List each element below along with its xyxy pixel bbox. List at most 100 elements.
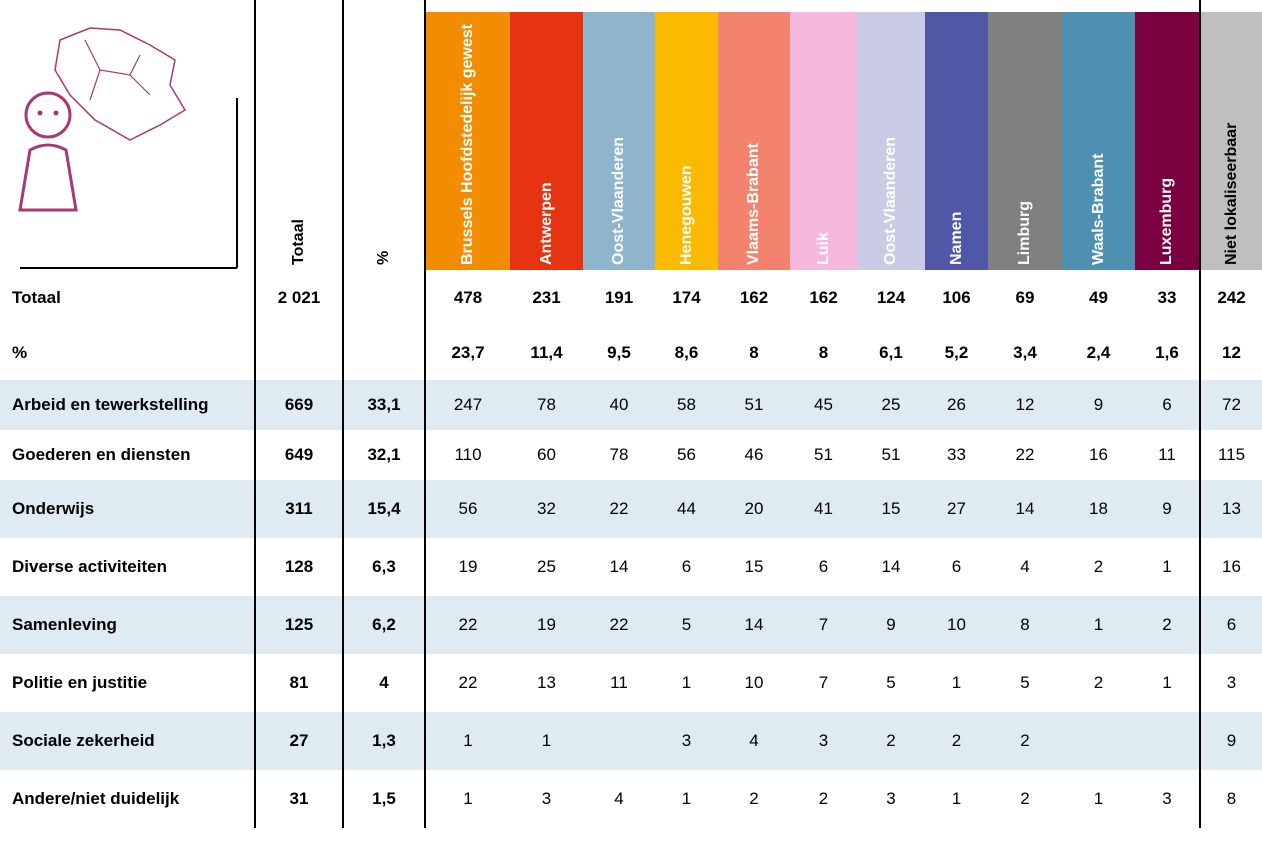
table-cell: 10 — [925, 596, 988, 655]
table-cell: 69 — [1015, 287, 1035, 307]
table-cell: 16 — [1089, 445, 1108, 465]
header-cell: Luxemburg — [1135, 0, 1201, 270]
table-cell: 1 — [463, 789, 473, 809]
table-cell: 22 — [1015, 445, 1035, 465]
table-cell: 9 — [1200, 712, 1262, 771]
header-label: Luik — [814, 232, 832, 265]
table-cell: 49 — [1089, 287, 1108, 307]
header-cell: Antwerpen — [510, 0, 583, 270]
table-cell: 31 — [255, 770, 344, 828]
table-cell: 15,4 — [343, 480, 426, 539]
table-cell: 15 — [857, 480, 925, 539]
table-row: Andere/niet duidelijk 31 1,5 1 3 4 1 2 2 3 1 2 1 3 8 — [0, 770, 1262, 828]
table-row: Sociale zekerheid 27 1,3 1 1 3 4 3 2 2 2 9 — [0, 712, 1262, 771]
header-label: Totaal — [290, 219, 307, 265]
table-cell: 1 — [510, 712, 583, 771]
table-cell: Sociale zekerheid — [0, 712, 256, 771]
table-cell: 4 — [718, 712, 790, 771]
table-cell: 11,4 — [530, 342, 563, 362]
table-cell: 8 — [818, 342, 829, 362]
map-borders — [84, 39, 151, 101]
table-cell: 8 — [749, 342, 759, 362]
table-cell: 72 — [1200, 380, 1262, 431]
table-cell: 162 — [809, 287, 838, 307]
table-cell: 1 — [425, 712, 510, 771]
header-label: Waals-Brabant — [1089, 153, 1107, 265]
table-cell: 78 — [510, 380, 583, 431]
table-cell: 9,5 — [607, 342, 631, 362]
table-cell: 5 — [886, 673, 896, 693]
header-label: Luxemburg — [1158, 177, 1175, 265]
table-cell: 33 — [947, 445, 966, 465]
table-cell: 669 — [255, 380, 344, 431]
table-cell: Goederen en diensten — [0, 430, 256, 480]
table-cell: 2 — [857, 712, 925, 771]
table-cell: 247 — [425, 380, 510, 431]
table-cell: 40 — [583, 380, 655, 431]
table-cell: 12 — [1222, 342, 1241, 362]
map-outline — [54, 27, 187, 141]
header-label: % — [375, 250, 392, 265]
table-cell: 1 — [681, 789, 692, 809]
header-label: Henegouwen — [677, 165, 695, 265]
header-cell: Namen — [925, 0, 988, 270]
table-cell: 2 — [818, 789, 829, 809]
table-cell: 58 — [655, 380, 718, 431]
table-cell: 8,6 — [674, 342, 699, 362]
table-cell: 5 — [1020, 673, 1030, 693]
table-cell: 19 — [510, 596, 583, 655]
table-cell: 14 — [988, 480, 1062, 539]
table-cell: 2 — [1093, 673, 1104, 693]
table-cell: 13 — [1200, 480, 1262, 539]
table-row: Diverse activiteiten 128 6,3 19 25 14 6 15 6 14 6 4… — [0, 538, 1262, 596]
table-cell: 51 — [881, 445, 901, 465]
table-cell: 16 — [1222, 557, 1241, 577]
icon — [18, 27, 238, 269]
table-cell: 56 — [425, 480, 510, 539]
table-row: Samenleving 125 6,2 22 19 22 5 14 7 9 10 8 1 2 6 — [0, 596, 1262, 655]
table-cell: 4 — [343, 654, 426, 712]
head — [24, 91, 72, 139]
table-cell: 25 — [537, 557, 556, 577]
table-cell: Andere/niet duidelijk — [0, 770, 256, 828]
table-cell: 14 — [881, 557, 901, 577]
table-cell: 9 — [1135, 480, 1201, 539]
table-cell: 8 — [1226, 789, 1237, 809]
table-cell: 6 — [951, 557, 962, 577]
table-cell: 106 — [942, 287, 971, 307]
table-cell: 45 — [790, 380, 857, 431]
table-cell: Onderwijs — [0, 480, 256, 539]
table-cell: 6 — [681, 557, 692, 577]
table-cell: 2 — [749, 789, 759, 809]
table-cell: 3 — [1135, 770, 1201, 828]
header-cell: Vlaams-Brabant — [718, 0, 790, 270]
table-cell: 110 — [454, 445, 482, 465]
table-row: Totaal 2 021 478 231 191 174 162 162 124 106 69 49 3… — [0, 270, 1262, 325]
table-cell: 1,6 — [1135, 325, 1201, 380]
table-cell: 6,3 — [343, 538, 426, 596]
table-cell: 6 — [1135, 380, 1201, 431]
table-cell: 7 — [818, 673, 829, 693]
table-cell: 2 021 — [255, 270, 344, 325]
table-cell: 174 — [672, 287, 701, 307]
table-cell: 22 — [583, 596, 655, 655]
header-cell: Niet lokaliseerbaar — [1200, 0, 1262, 270]
table-cell: 3 — [1226, 673, 1237, 693]
table-cell — [255, 325, 344, 380]
table-cell: 231 — [532, 287, 561, 307]
table-cell: 32,1 — [343, 430, 426, 480]
icon-cell — [0, 0, 256, 270]
body — [18, 143, 78, 212]
table-cell: 26 — [925, 380, 988, 431]
header-cell: Totaal — [255, 0, 344, 270]
table-cell: 11 — [610, 673, 628, 693]
table-cell: 13 — [537, 673, 556, 693]
table-cell: 6,1 — [879, 342, 903, 362]
table-cell: 27 — [925, 480, 988, 539]
table-cell: 478 — [453, 287, 483, 307]
table-cell: 2 — [1093, 557, 1104, 577]
table-cell: 22 — [583, 480, 655, 539]
table-cell: 19 — [458, 557, 478, 577]
